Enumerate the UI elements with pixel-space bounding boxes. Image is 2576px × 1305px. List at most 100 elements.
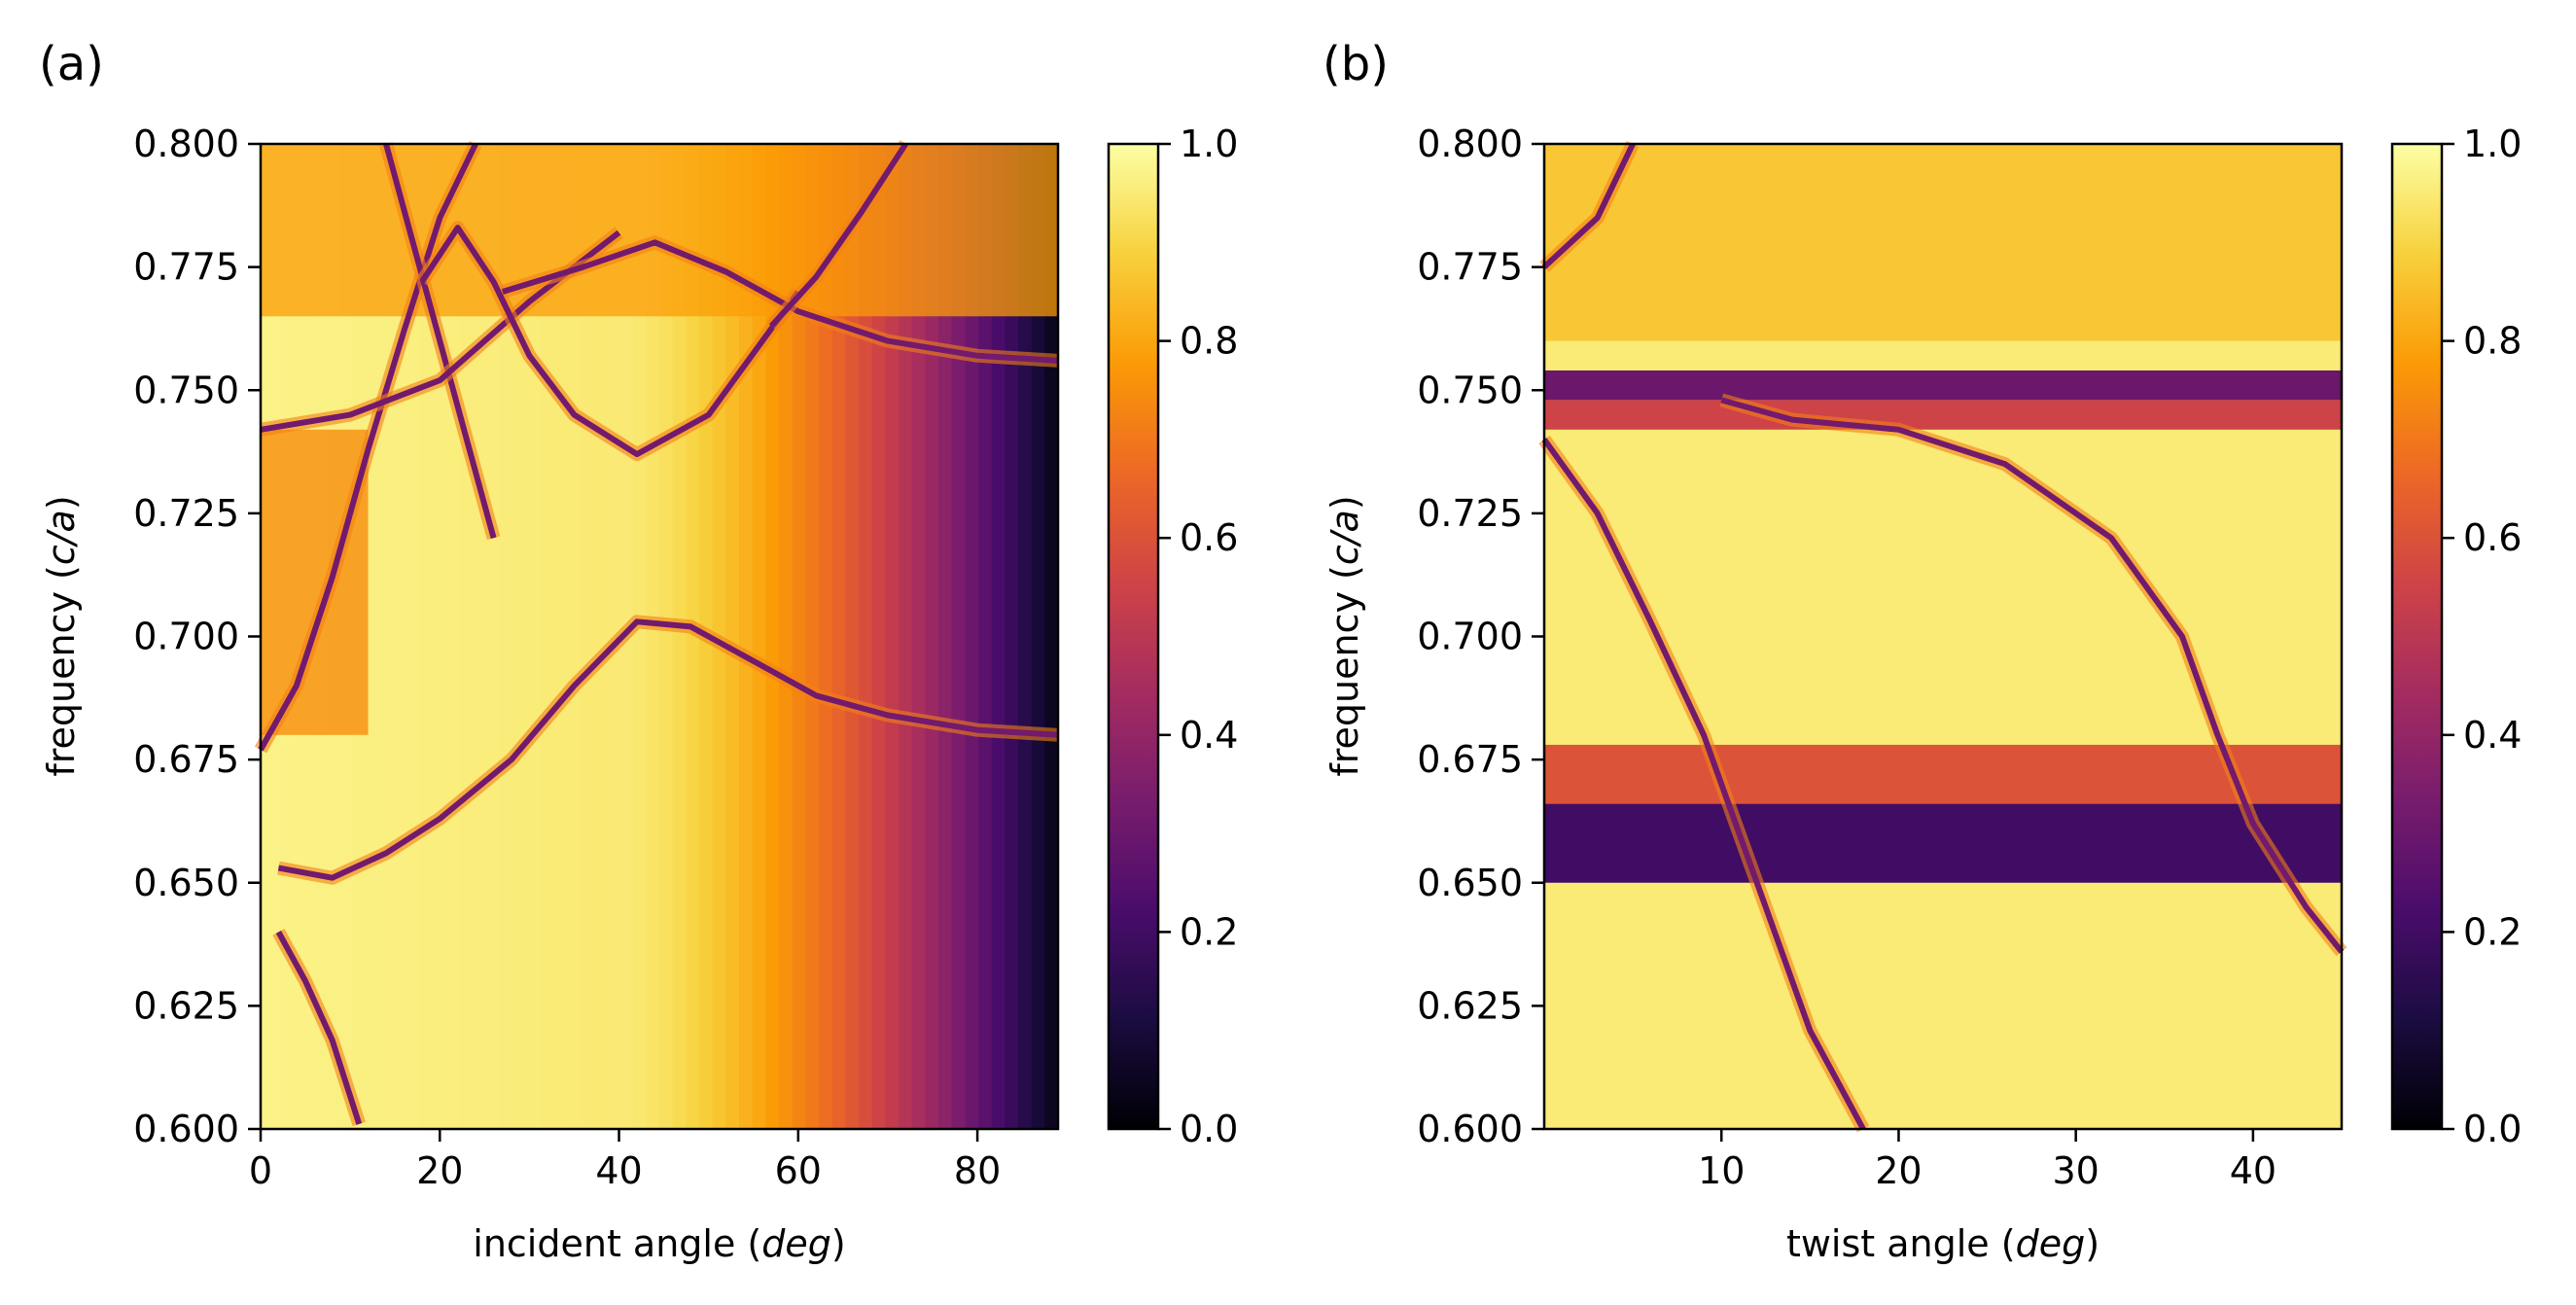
y-tick-label: 0.725 [133,492,239,535]
panel-label-b: (b) [1323,37,1389,91]
x-tick-label: 20 [416,1149,463,1192]
y-tick-label: 0.725 [1417,492,1523,535]
resonance-curve [383,143,497,539]
heatmap-column [805,144,820,1129]
heatmap-column [473,144,487,1129]
resonance-curve [1541,142,1636,269]
heatmap-column [659,144,674,1129]
heatmap-column [1018,144,1033,1129]
x-tick-label: 10 [1698,1149,1745,1192]
heatmap-column [951,144,966,1129]
heatmap-band [1544,744,2342,804]
heatmap-column [566,144,581,1129]
y-tick-label: 0.700 [1417,616,1523,658]
heatmap-a [254,140,1059,1129]
colorbar-tick-label: 0.4 [1180,714,1238,757]
heatmap-column [526,144,541,1129]
heatmap-column [925,144,939,1129]
colorbar-tick-label: 0.6 [1180,516,1238,559]
y-tick-label: 0.775 [1417,246,1523,289]
colorbar-tick-label: 0.8 [2463,320,2522,363]
heatmap-column [672,144,687,1129]
heatmap-b [1538,140,2347,1133]
heatmap-column [1044,144,1059,1129]
heatmap-column [779,144,794,1129]
colorbar-tick-label: 0.0 [1180,1108,1238,1150]
heatmap-column [1031,144,1045,1129]
heatmap-column [1005,144,1019,1129]
y-tick-label: 0.750 [1417,369,1523,411]
resonance-curve [501,239,1059,364]
y-tick-label: 0.800 [133,123,239,165]
heatmap-band [1544,400,2342,430]
colorbar-tick-label: 1.0 [1180,123,1238,165]
heatmap-column [592,144,607,1129]
x-tick-label: 30 [2052,1149,2099,1192]
y-tick-label: 0.700 [133,616,239,658]
y-axis-label-a: frequency (c/a) [40,495,83,776]
x-axis-label-a: incident angle (deg) [473,1222,845,1265]
y-tick-label: 0.775 [133,246,239,289]
heatmap-column [859,144,873,1129]
heatmap-column [765,144,780,1129]
heatmap-column [899,144,913,1129]
y-tick-label: 0.675 [1417,738,1523,781]
colorbar-tick-label: 0.6 [2463,516,2522,559]
colorbar-frame [2390,142,2444,1131]
y-ticks-a: 0.600 0.625 0.650 0.675 0.700 0.725 0.750 0.775… [133,123,261,1150]
heatmap-column [512,144,527,1129]
y-tick-label: 0.625 [133,984,239,1027]
resonance-curve [1720,397,2345,954]
colorbar-tick-label: 0.4 [2463,714,2522,757]
resonance-curve [1541,438,1866,1131]
heatmap-column [580,144,594,1129]
colorbar-b: 0.0 0.2 0.4 0.6 0.8 1.0 [2390,123,2522,1150]
y-tick-label: 0.750 [133,369,239,411]
y-ticks-b: 0.600 0.625 0.650 0.675 0.700 0.725 0.750 0.775… [1417,123,1544,1150]
x-axis-label-b: twist angle (deg) [1786,1222,2100,1265]
heatmap-top-region [261,144,1058,317]
colorbar-tick-label: 0.0 [2463,1108,2522,1150]
x-tick-label: 0 [249,1149,272,1192]
heatmap-column [911,144,926,1129]
colorbar-tick-label: 0.2 [2463,910,2522,953]
heatmap-column [885,144,900,1129]
heatmap-column [646,144,660,1129]
x-tick-label: 80 [954,1149,1001,1192]
y-tick-label: 0.600 [133,1108,239,1150]
heatmap-column [752,144,766,1129]
heatmap-column [367,144,381,1129]
colorbar-tick-label: 1.0 [2463,123,2522,165]
y-tick-label: 0.625 [1417,984,1523,1027]
heatmap-column [433,144,447,1129]
heatmap-column [938,144,953,1129]
heatmap-column [632,144,647,1129]
heatmap-column [486,144,501,1129]
heatmap-column [460,144,475,1129]
x-tick-label: 40 [595,1149,642,1192]
x-tick-label: 20 [1875,1149,1922,1192]
heatmap-column [831,144,846,1129]
y-tick-label: 0.675 [133,738,239,781]
colorbar-gradient [2392,144,2442,1129]
panel-b: (b) 10 20 30 40 0.6000.6250.6500.6750.7000.… [1323,37,2522,1265]
panel-a: (a) 0 20 40 60 80 0.6000.6250.6500.6750.7000… [39,37,1238,1265]
heatmap-column [819,144,833,1129]
heatmap-column [978,144,993,1129]
resonance-curve [258,142,478,752]
heatmap-column [991,144,1006,1129]
panel-label-a: (a) [39,37,104,91]
colorbar-tick-label: 0.2 [1180,910,1238,953]
heatmap-left-region [261,429,369,735]
heatmap-column [792,144,806,1129]
y-tick-label: 0.650 [133,862,239,904]
colorbar-tick-label: 0.8 [1180,320,1238,363]
resonance-curve [275,930,363,1125]
colorbar-gradient [1109,144,1158,1129]
colorbar-a: 0.0 0.2 0.4 0.6 0.8 1.0 [1107,123,1238,1150]
x-ticks-a: 0 20 40 60 80 [249,1129,1001,1192]
y-axis-label-b: frequency (c/a) [1323,495,1366,776]
colorbar-frame [1107,142,1160,1131]
x-ticks-b: 10 20 30 40 [1698,1129,2276,1192]
